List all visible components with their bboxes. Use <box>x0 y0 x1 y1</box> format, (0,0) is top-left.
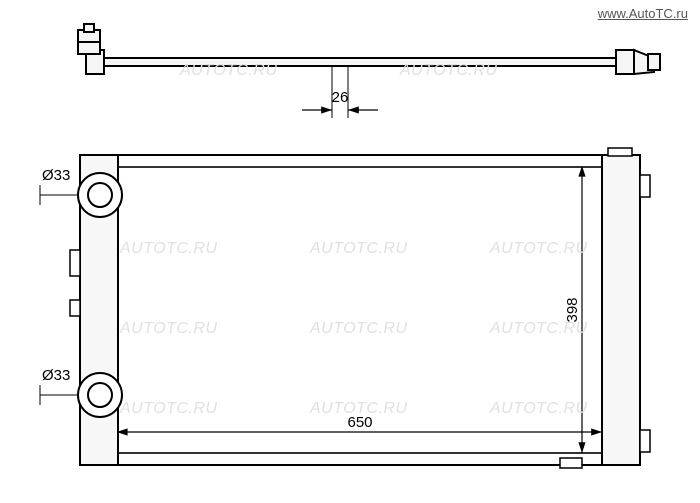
dim-width-value: 650 <box>347 414 372 431</box>
port-top-label: Ø33 <box>42 167 70 184</box>
port-top <box>78 173 122 217</box>
source-url[interactable]: www.AutoTC.ru <box>598 6 688 21</box>
topview-tube <box>98 58 622 66</box>
port-bottom <box>78 373 122 417</box>
port-bottom-label: Ø33 <box>42 367 70 384</box>
topview-right-fitting <box>616 50 660 74</box>
dim-height-value: 398 <box>564 297 581 322</box>
dim-depth-value: 26 <box>332 89 349 106</box>
topview-left-fitting <box>78 24 104 74</box>
